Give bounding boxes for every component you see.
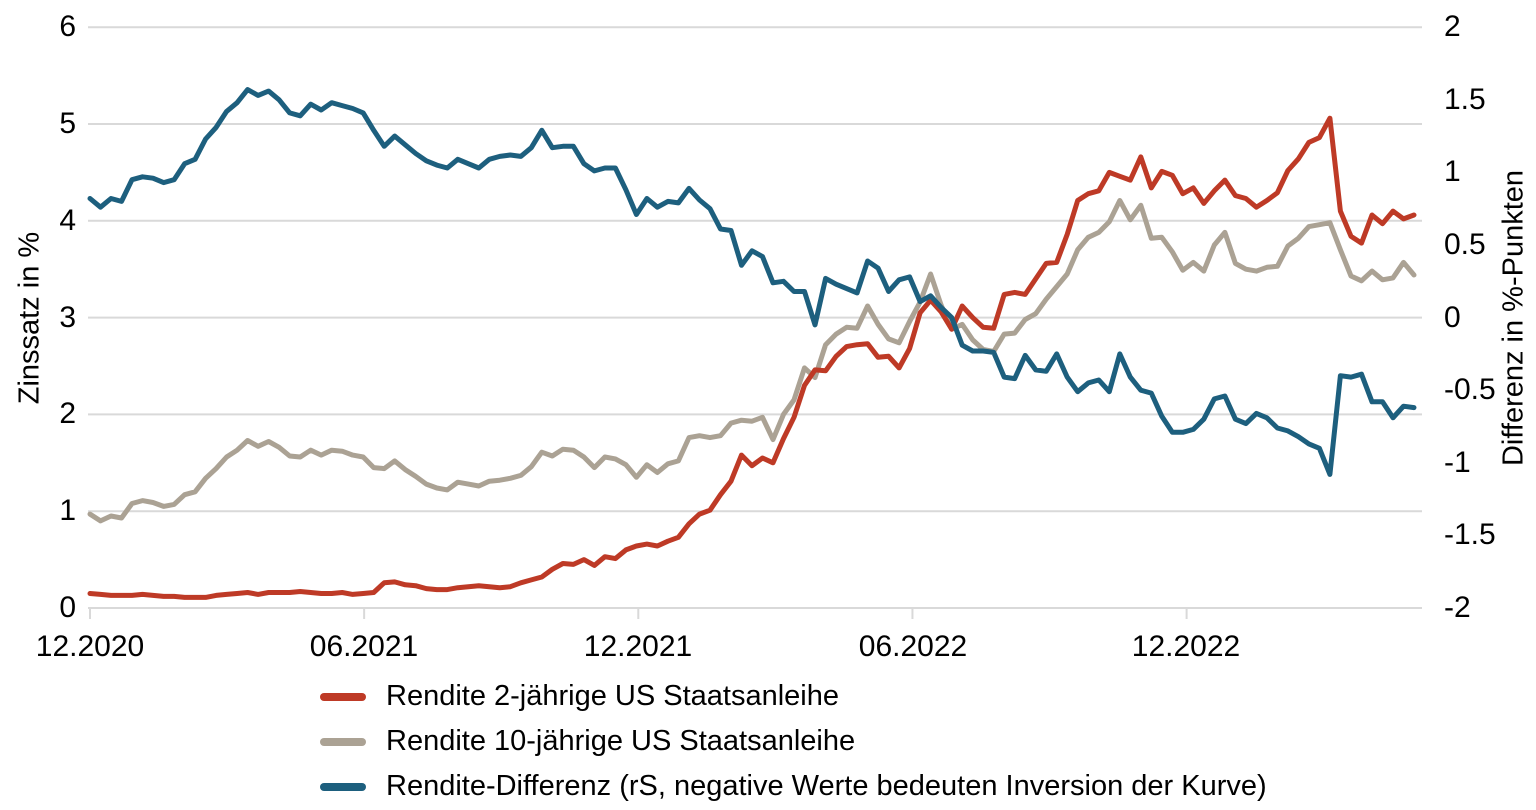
y-right-tick: -0.5 xyxy=(1444,373,1496,406)
x-tick: 06.2022 xyxy=(858,630,968,663)
legend-swatch-10y-yield xyxy=(320,737,366,746)
y-right-axis-title: Differenz in %-Punkten xyxy=(1497,169,1530,467)
y-left-tick: 5 xyxy=(59,107,76,140)
y-right-tick: 0 xyxy=(1444,301,1461,334)
legend-swatch-yield-difference xyxy=(320,782,366,791)
legend-label-2y-yield: Rendite 2-jährige US Staatsanleihe xyxy=(386,680,839,712)
y-left-tick: 4 xyxy=(59,204,76,237)
y-right-tick: 2 xyxy=(1444,10,1461,43)
y-left-tick: 1 xyxy=(59,494,76,527)
y-left-tick: 3 xyxy=(59,301,76,334)
y-right-tick: 0.5 xyxy=(1444,228,1486,261)
legend-label-yield-difference: Rendite-Differenz (rS, negative Werte be… xyxy=(386,770,1267,802)
legend-swatch-2y-yield xyxy=(320,692,366,701)
legend-item-10y-yield: Rendite 10-jährige US Staatsanleihe xyxy=(320,719,1267,764)
x-tick: 06.2021 xyxy=(309,630,419,663)
y-right-tick: -1 xyxy=(1444,446,1471,479)
legend-item-yield-difference: Rendite-Differenz (rS, negative Werte be… xyxy=(320,764,1267,809)
legend: Rendite 2-jährige US Staatsanleihe Rendi… xyxy=(320,674,1267,809)
y-left-axis-title: Zinssatz in % xyxy=(13,231,46,405)
series-line-yield-difference xyxy=(87,87,1417,477)
y-right-tick: -2 xyxy=(1444,591,1471,624)
y-right-tick: 1 xyxy=(1444,155,1461,188)
y-right-tick: -1.5 xyxy=(1444,518,1496,551)
y-left-tick: 0 xyxy=(59,591,76,624)
y-left-tick: 2 xyxy=(59,397,76,430)
x-tick: 12.2021 xyxy=(583,630,693,663)
x-tick: 12.2022 xyxy=(1131,630,1241,663)
y-left-tick: 6 xyxy=(59,10,76,43)
series-line-2y-yield xyxy=(87,115,1417,600)
legend-label-10y-yield: Rendite 10-jährige US Staatsanleihe xyxy=(386,725,856,757)
legend-item-2y-yield: Rendite 2-jährige US Staatsanleihe xyxy=(320,674,1267,719)
series-line-10y-yield xyxy=(87,198,1417,524)
x-tick: 12.2020 xyxy=(35,630,145,663)
y-right-tick: 1.5 xyxy=(1444,83,1486,116)
